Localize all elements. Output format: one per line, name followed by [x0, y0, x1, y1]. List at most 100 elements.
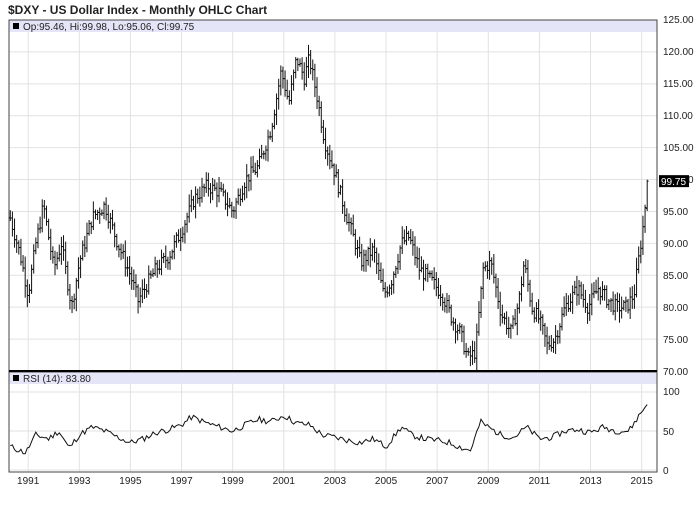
ohlc-bar	[601, 281, 604, 301]
ohlc-bar	[456, 324, 460, 341]
ohlc-bar	[526, 259, 530, 292]
ohlc-bar	[473, 341, 477, 363]
ohlc-bar	[290, 75, 293, 105]
ohlc-bar	[645, 179, 649, 212]
ohlc-bar	[32, 244, 36, 274]
ohlc-bar	[200, 177, 204, 203]
ohlc-bar	[571, 285, 575, 314]
ohlc-bar	[300, 57, 304, 80]
ohlc-bar	[413, 236, 417, 266]
ohlc-bar	[390, 280, 393, 296]
ohlc-bar	[592, 281, 596, 299]
ohlc-bar	[83, 235, 87, 258]
ohlc-bar	[532, 307, 536, 323]
ohlc-bar	[34, 237, 38, 255]
ohlc-bar	[255, 160, 259, 178]
ohlc-bar	[11, 211, 14, 237]
ohlc-bar	[23, 256, 27, 298]
ohlc-bar	[622, 300, 626, 311]
ohlc-bar	[490, 257, 494, 275]
ohlc-bar	[462, 325, 466, 355]
ohlc-bar	[57, 244, 61, 262]
ohlc-bar	[371, 242, 374, 261]
price-tick-label: 70.00	[663, 367, 688, 378]
price-tick-label: 120.00	[663, 47, 694, 58]
x-tick-label: 1997	[170, 476, 193, 487]
price-tick-label: 75.00	[663, 335, 688, 346]
ohlc-bar	[319, 101, 323, 133]
ohlc-bar	[524, 258, 528, 274]
ohlc-bar	[302, 62, 306, 91]
ohlc-bar	[464, 342, 468, 358]
ohlc-bar	[475, 323, 479, 370]
ohlc-bar	[307, 44, 310, 79]
ohlc-bar	[245, 164, 249, 199]
ohlc-bar	[183, 219, 187, 244]
ohlc-bar	[579, 281, 583, 300]
ohlc-bar	[547, 335, 551, 351]
ohlc-bar	[458, 322, 462, 334]
ohlc-bar	[398, 245, 402, 270]
ohlc-bar	[213, 179, 217, 192]
last-price-label: 99.75	[661, 177, 686, 188]
ohlc-bar	[394, 266, 398, 278]
x-tick-label: 2015	[631, 476, 654, 487]
ohlc-bar	[119, 243, 123, 261]
rsi-panel-frame	[8, 371, 658, 473]
ohlc-bar	[575, 275, 579, 306]
ohlc-bar	[313, 63, 317, 98]
ohlc-bar	[439, 285, 442, 307]
ohlc-bar	[147, 265, 151, 295]
grid-lines	[9, 19, 657, 472]
ohlc-bar	[53, 250, 57, 276]
rsi-line	[10, 404, 648, 455]
ohlc-bar	[445, 292, 449, 314]
ohlc-bar	[362, 249, 366, 272]
ohlc-bar	[317, 95, 321, 117]
ohlc-bar	[324, 127, 327, 160]
ohlc-bar	[104, 197, 108, 221]
ohlc-bar	[108, 212, 112, 234]
price-tick-label: 115.00	[663, 79, 693, 90]
ohlc-bar	[624, 296, 628, 312]
ohlc-bar	[219, 181, 223, 192]
ohlc-bar	[85, 222, 89, 253]
ohlc-bar	[494, 273, 498, 298]
ohlc-bar	[74, 277, 78, 312]
price-panel-frame	[8, 19, 658, 372]
rsi-legend-square-icon	[13, 375, 19, 381]
ohlc-bar	[157, 259, 161, 275]
ohlc-bar	[228, 197, 232, 209]
ohlc-bar	[407, 230, 411, 241]
ohlc-bar	[402, 229, 406, 245]
ohlc-bar	[535, 302, 538, 322]
ohlc-bar	[424, 263, 428, 282]
ohlc-bar	[349, 217, 353, 235]
last-price-badge	[659, 175, 689, 188]
ohlc-bar	[545, 326, 549, 355]
ohlc-bar	[196, 188, 200, 204]
ohlc-bar	[134, 274, 138, 298]
x-tick-label: 2007	[426, 476, 449, 487]
ohlc-bar	[187, 194, 191, 223]
ohlc-bar	[366, 246, 370, 266]
rsi-tick-label: 0	[663, 466, 669, 477]
ohlc-bar	[111, 209, 114, 230]
ohlc-bar	[336, 168, 340, 198]
ohlc-bar	[454, 318, 457, 344]
ohlc-bar	[138, 287, 142, 308]
ohlc-bar	[341, 179, 344, 214]
ohlc-bar	[55, 251, 59, 270]
ohlc-bar	[496, 277, 500, 309]
ohlc-bar	[375, 247, 379, 274]
ohlc-bar	[185, 212, 189, 233]
ohlc-bar	[564, 293, 568, 316]
price-tick-label: 110.00	[663, 111, 693, 122]
ohlc-bar	[234, 197, 238, 219]
ohlc-bar	[279, 65, 283, 96]
price-tick-label: 85.00	[663, 271, 688, 282]
rsi-tick-label: 50	[663, 427, 675, 438]
ohlc-bar	[192, 195, 195, 210]
ohlc-bar	[226, 192, 229, 217]
